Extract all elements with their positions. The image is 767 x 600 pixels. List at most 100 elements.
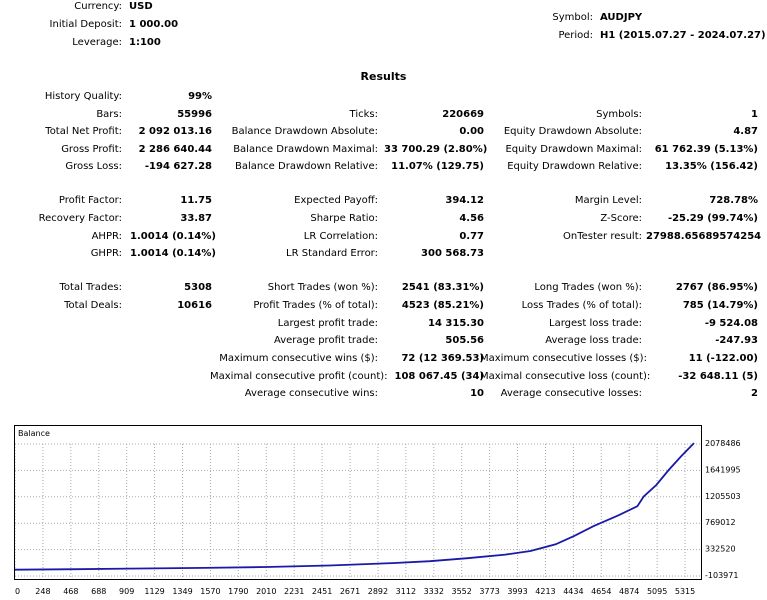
gross-profit-label: Gross Profit: — [61, 144, 122, 155]
maximal-consecutive-loss-label: Maximal consecutive loss (count): — [480, 371, 651, 382]
average-consecutive-wins-label: Average consecutive wins: — [244, 388, 378, 399]
x-tick-label: 2231 — [284, 587, 304, 596]
total-trades-value: 5308 — [184, 282, 212, 293]
equity-dd-relative-label: Equity Drawdown Relative: — [507, 161, 642, 172]
long-trades-label: Long Trades (won %): — [534, 282, 642, 293]
profit-trades-value: 4523 (85.21%) — [401, 300, 484, 311]
deposit-value: 1 000.00 — [129, 19, 179, 30]
symbols-label: Symbols: — [596, 109, 642, 120]
symbol-label: Symbol: — [552, 12, 593, 23]
balance-dd-relative-label: Balance Drawdown Relative: — [234, 161, 378, 172]
x-tick-label: 4874 — [619, 587, 639, 596]
history-quality-value: 99% — [188, 91, 212, 102]
ghpr-value: 1.0014 (0.14%) — [130, 248, 216, 259]
profit-factor-value: 11.75 — [180, 195, 212, 206]
margin-level-value: 728.78% — [709, 195, 758, 206]
period-label: Period: — [558, 30, 593, 41]
largest-profit-trade-label: Largest profit trade: — [277, 318, 378, 329]
currency-value: USD — [129, 1, 153, 12]
equity-dd-maximal-value: 61 762.39 (5.13%) — [654, 144, 758, 155]
currency-label: Currency: — [74, 1, 122, 12]
ontester-result-value: 27988.65689574254 — [646, 231, 762, 242]
x-tick-label: 4434 — [563, 587, 583, 596]
max-consecutive-losses-value: 11 (-122.00) — [688, 353, 758, 364]
largest-profit-trade-value: 14 315.30 — [428, 318, 484, 329]
max-consecutive-wins-label: Maximum consecutive wins ($): — [219, 353, 378, 364]
recovery-factor-value: 33.87 — [180, 213, 212, 224]
total-net-profit-value: 2 092 013.16 — [138, 126, 212, 137]
x-tick-label: 3332 — [424, 587, 444, 596]
equity-dd-absolute-value: 4.87 — [733, 126, 758, 137]
recovery-factor-label: Recovery Factor: — [38, 213, 122, 224]
results-title: Results — [360, 70, 407, 83]
balance-dd-absolute-label: Balance Drawdown Absolute: — [231, 126, 378, 137]
y-tick-label: 332520 — [705, 545, 736, 554]
max-consecutive-wins-value: 72 (12 369.53) — [401, 353, 484, 364]
x-tick-label: 248 — [35, 587, 50, 596]
balance-dd-absolute-value: 0.00 — [459, 126, 484, 137]
x-tick-label: 5095 — [647, 587, 667, 596]
y-tick-label: 2078486 — [705, 439, 741, 448]
x-tick-label: 4654 — [591, 587, 611, 596]
lr-correlation-label: LR Correlation: — [303, 231, 378, 242]
expected-payoff-value: 394.12 — [445, 195, 484, 206]
average-consecutive-wins-value: 10 — [470, 388, 484, 399]
average-loss-trade-value: -247.93 — [715, 335, 758, 346]
x-tick-label: 1129 — [144, 587, 164, 596]
gross-loss-value: -194 627.28 — [144, 161, 212, 172]
total-deals-label: Total Deals: — [64, 300, 122, 311]
x-tick-label: 1570 — [200, 587, 220, 596]
bars-value: 55996 — [177, 109, 212, 120]
ticks-label: Ticks: — [349, 109, 378, 120]
short-trades-value: 2541 (83.31%) — [401, 282, 484, 293]
chart-title: Balance — [18, 429, 50, 438]
x-tick-label: 909 — [119, 587, 134, 596]
y-tick-label: 1641995 — [705, 465, 741, 474]
largest-loss-trade-value: -9 524.08 — [704, 318, 758, 329]
ahpr-label: AHPR: — [91, 231, 122, 242]
loss-trades-label: Loss Trades (% of total): — [521, 300, 642, 311]
largest-loss-trade-label: Largest loss trade: — [549, 318, 642, 329]
equity-dd-maximal-label: Equity Drawdown Maximal: — [505, 144, 642, 155]
lr-correlation-value: 0.77 — [459, 231, 484, 242]
average-profit-trade-label: Average profit trade: — [273, 335, 378, 346]
loss-trades-value: 785 (14.79%) — [682, 300, 758, 311]
symbol-value: AUDJPY — [600, 12, 643, 23]
average-loss-trade-label: Average loss trade: — [545, 335, 642, 346]
balance-chart-plot: Balance — [15, 429, 701, 579]
z-score-label: Z-Score: — [600, 213, 642, 224]
total-net-profit-label: Total Net Profit: — [45, 126, 122, 137]
x-tick-label: 3552 — [452, 587, 472, 596]
ticks-value: 220669 — [442, 109, 484, 120]
x-tick-label: 2671 — [340, 587, 360, 596]
average-profit-trade-value: 505.56 — [445, 335, 484, 346]
total-trades-label: Total Trades: — [59, 282, 123, 293]
x-tick-label: 4213 — [535, 587, 555, 596]
maximal-consecutive-profit-label: Maximal consecutive profit (count): — [210, 371, 388, 382]
equity-dd-absolute-label: Equity Drawdown Absolute: — [503, 126, 642, 137]
maximal-consecutive-profit-value: 108 067.45 (34) — [394, 371, 484, 382]
leverage-value: 1:100 — [129, 37, 161, 48]
balance-series-line — [15, 442, 695, 571]
x-tick-label: 2892 — [368, 587, 388, 596]
short-trades-label: Short Trades (won %): — [267, 282, 378, 293]
profit-factor-label: Profit Factor: — [58, 195, 122, 206]
profit-trades-label: Profit Trades (% of total): — [253, 300, 378, 311]
symbols-value: 1 — [751, 109, 758, 120]
x-tick-label: 5315 — [675, 587, 695, 596]
y-tick-label: -103971 — [705, 571, 738, 580]
x-tick-label: 3993 — [507, 587, 527, 596]
ghpr-label: GHPR: — [90, 248, 122, 259]
ontester-result-label: OnTester result: — [562, 231, 642, 242]
balance-dd-maximal-label: Balance Drawdown Maximal: — [233, 144, 378, 155]
leverage-label: Leverage: — [72, 37, 122, 48]
x-tick-label: 2451 — [312, 587, 332, 596]
maximal-consecutive-loss-value: -32 648.11 (5) — [678, 371, 758, 382]
total-deals-value: 10616 — [177, 300, 212, 311]
equity-dd-relative-value: 13.35% (156.42) — [665, 161, 758, 172]
lr-standard-error-label: LR Standard Error: — [286, 248, 378, 259]
sharpe-ratio-value: 4.56 — [459, 213, 484, 224]
sharpe-ratio-label: Sharpe Ratio: — [310, 213, 378, 224]
lr-standard-error-value: 300 568.73 — [421, 248, 484, 259]
z-score-value: -25.29 (99.74%) — [667, 213, 758, 224]
